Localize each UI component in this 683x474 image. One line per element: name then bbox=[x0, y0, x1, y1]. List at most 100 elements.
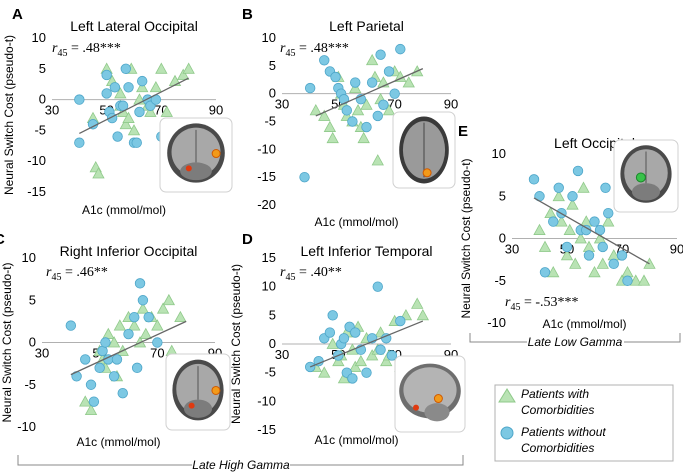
y-tick-label: 10 bbox=[22, 250, 36, 265]
triangle-point bbox=[547, 265, 560, 278]
y-tick-label: 5 bbox=[29, 292, 36, 307]
y-tick-label: -5 bbox=[494, 273, 506, 288]
x-axis-label: A1c (mmol/mol) bbox=[82, 203, 166, 217]
y-tick-label: -5 bbox=[34, 122, 46, 137]
brain-activation-marker-2 bbox=[413, 404, 419, 411]
circle-point bbox=[129, 311, 140, 323]
triangle-point bbox=[309, 104, 322, 116]
triangle-point bbox=[555, 215, 568, 227]
y-tick-label: 0 bbox=[269, 336, 276, 351]
triangle-point bbox=[174, 310, 187, 323]
legend-item-2-line1: Patients without bbox=[521, 425, 606, 439]
trend-line bbox=[315, 68, 424, 117]
y-tick-label: 5 bbox=[39, 61, 46, 76]
triangle-point bbox=[566, 198, 579, 210]
triangle-point bbox=[79, 395, 92, 407]
y-tick-label: -10 bbox=[257, 393, 276, 408]
triangle-point bbox=[332, 354, 345, 367]
triangle-point bbox=[629, 274, 642, 286]
triangle-point bbox=[574, 232, 587, 244]
triangle-point bbox=[337, 372, 351, 384]
circle-point bbox=[117, 100, 129, 111]
bracket-label-bg-high-gamma bbox=[192, 457, 290, 473]
circle-point bbox=[123, 82, 134, 93]
x-axis-label: A1c (mmol/mol) bbox=[314, 433, 398, 447]
circle-point bbox=[583, 250, 595, 261]
x-tick-label: 30 bbox=[505, 242, 519, 257]
correlation-annotation: r45 = .40** bbox=[280, 265, 342, 283]
circle-point bbox=[137, 295, 149, 306]
y-tick-label: -5 bbox=[264, 114, 276, 129]
y-tick-label: -15 bbox=[257, 422, 276, 437]
circle-point bbox=[304, 82, 316, 94]
legend-item-1-line1: Patients with bbox=[521, 387, 589, 401]
trend-line bbox=[533, 197, 650, 265]
brain-cerebellum-shape bbox=[183, 399, 213, 418]
circle-point bbox=[341, 105, 352, 116]
triangle-point bbox=[323, 120, 337, 132]
circle-point bbox=[603, 207, 614, 219]
circle-point bbox=[80, 354, 91, 365]
brain-inset bbox=[165, 353, 231, 431]
triangle-point bbox=[318, 109, 331, 121]
triangle-point bbox=[380, 354, 393, 367]
legend-item-2-line2: Comorbidities bbox=[521, 441, 594, 455]
circle-point bbox=[347, 116, 358, 127]
circle-point bbox=[327, 310, 338, 321]
y-tick-label: 5 bbox=[269, 58, 276, 73]
triangle-point bbox=[136, 302, 150, 314]
series-with-comorbidities bbox=[533, 181, 656, 286]
legend-box bbox=[494, 384, 674, 462]
triangle-point bbox=[326, 337, 339, 349]
circle-point bbox=[395, 43, 406, 55]
triangle-point bbox=[92, 167, 105, 179]
triangle-point bbox=[533, 223, 546, 235]
triangle-point bbox=[119, 117, 132, 130]
correlation-annotation: r45 = .48*** bbox=[280, 41, 349, 59]
y-tick-label: -5 bbox=[264, 365, 276, 380]
x-tick-label: 90 bbox=[670, 242, 683, 257]
y-tick-label: -15 bbox=[257, 169, 276, 184]
circle-point bbox=[88, 396, 100, 407]
circle-point bbox=[395, 315, 406, 327]
y-axis-label: Neural Switch Cost (pseudo-t) bbox=[0, 262, 14, 422]
circle-point bbox=[539, 267, 551, 278]
circle-point bbox=[389, 88, 400, 99]
y-tick-label: 5 bbox=[499, 188, 506, 203]
triangle-point bbox=[84, 403, 98, 416]
circle-point bbox=[109, 82, 121, 93]
x-tick-label: 90 bbox=[444, 97, 458, 112]
panel-title: Left Inferior Temporal bbox=[300, 243, 432, 259]
panel-title: Left Lateral Occipital bbox=[70, 18, 198, 34]
circle-point bbox=[324, 327, 336, 338]
circle-point bbox=[608, 258, 619, 270]
circle-point bbox=[383, 66, 395, 77]
circle-point bbox=[65, 320, 77, 331]
trend-line bbox=[79, 77, 189, 135]
y-tick-label: -10 bbox=[27, 153, 46, 168]
triangle-point bbox=[365, 349, 379, 361]
circle-point bbox=[319, 55, 330, 66]
panel-c: CRight Inferior Occipital1050-5-10305070… bbox=[0, 231, 231, 449]
triangle-point bbox=[382, 104, 396, 116]
triangle-point bbox=[563, 223, 576, 235]
triangle-point bbox=[177, 68, 190, 80]
late-low-gamma-bracket: Late Low Gamma bbox=[469, 333, 681, 350]
late-high-gamma-label: Late High Gamma bbox=[192, 458, 290, 472]
legend: Patients with Comorbidities Patients wit… bbox=[494, 384, 674, 462]
triangle-point bbox=[354, 354, 368, 367]
circle-point bbox=[101, 69, 112, 81]
bracket-label-bg-low-gamma bbox=[527, 334, 624, 350]
circle-point bbox=[85, 379, 97, 390]
x-axis-label: A1c (mmol/mol) bbox=[314, 215, 398, 229]
brain-activation-marker bbox=[211, 385, 221, 395]
y-tick-label: -15 bbox=[27, 184, 46, 199]
y-axis-label: Neural Switch Cost (pseudo-t) bbox=[2, 35, 16, 195]
series-without-comorbidities bbox=[528, 165, 633, 286]
panel-letter-a: A bbox=[12, 6, 23, 23]
y-tick-label: -20 bbox=[257, 197, 276, 212]
y-tick-label: -10 bbox=[17, 419, 36, 434]
y-tick-label: -10 bbox=[487, 315, 506, 330]
circle-point bbox=[100, 337, 111, 348]
